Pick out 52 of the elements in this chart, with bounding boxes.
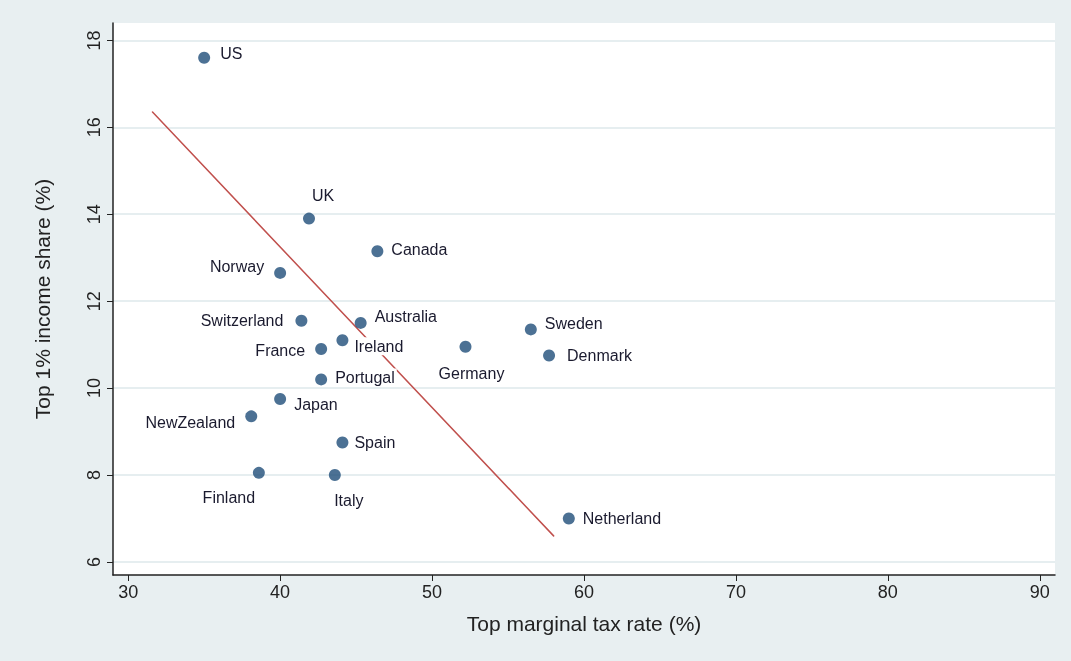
y-tick-label: 18	[84, 30, 104, 51]
x-axis-title: Top marginal tax rate (%)	[466, 612, 702, 635]
point	[328, 469, 341, 482]
annotation: Italy	[334, 491, 364, 509]
annotation: Sweden	[544, 314, 603, 332]
point	[303, 212, 315, 225]
annotation: UK	[311, 187, 335, 205]
point	[274, 266, 287, 279]
point	[198, 51, 211, 64]
x-tick-label: 50	[422, 582, 443, 602]
x-tick-label: 60	[573, 582, 595, 602]
x-tick-label: 40	[270, 582, 291, 602]
annotation: Netherland	[582, 510, 662, 527]
point	[543, 349, 556, 362]
point	[371, 245, 384, 258]
point	[252, 466, 265, 479]
annotation: Spain	[354, 433, 396, 451]
annotation: NewZealand	[145, 413, 236, 431]
point	[315, 373, 328, 386]
annotation: Germany	[438, 365, 505, 383]
annotation: Ireland	[354, 337, 404, 355]
y-axis-title: Top 1% income share (%)	[31, 178, 54, 420]
point	[524, 323, 537, 336]
annotation: Australia	[374, 308, 438, 326]
point	[245, 410, 258, 423]
annotation: Portugal	[335, 368, 395, 386]
y-tick-label: 6	[84, 556, 104, 567]
annotation: Norway	[209, 258, 265, 276]
point	[336, 334, 349, 347]
point	[295, 314, 308, 327]
point	[336, 436, 349, 449]
annotation: Switzerland	[200, 312, 284, 330]
point	[354, 316, 367, 329]
point	[315, 342, 328, 355]
annotation: Finland	[202, 489, 256, 507]
x-tick-label: 90	[1029, 582, 1050, 602]
point	[274, 392, 287, 405]
y-tick-label: 16	[84, 117, 104, 138]
x-tick-label: 70	[725, 582, 746, 602]
y-tick-label: 14	[84, 204, 104, 225]
y-tick-label: 8	[84, 470, 104, 481]
annotation: US	[220, 45, 243, 63]
annotation: Denmark	[567, 347, 633, 364]
annotation: Japan	[294, 396, 338, 414]
point	[459, 340, 472, 353]
y-tick-label: 12	[84, 291, 104, 312]
y-tick-label: 10	[84, 378, 104, 399]
x-tick-label: 80	[877, 582, 898, 602]
annotation: France	[255, 342, 306, 360]
x-tick-label: 30	[118, 582, 139, 602]
point	[562, 512, 575, 525]
annotation: Canada	[391, 240, 448, 258]
